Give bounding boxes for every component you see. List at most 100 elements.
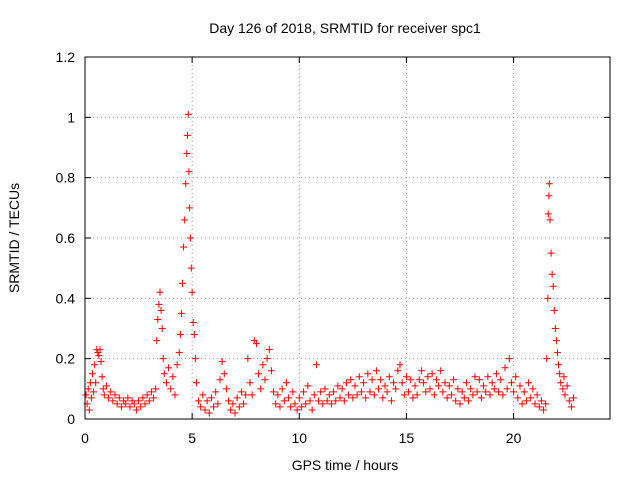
data-point [130, 400, 138, 408]
data-point [360, 379, 368, 387]
data-point [92, 379, 100, 387]
data-point [545, 192, 553, 200]
data-point [567, 403, 575, 411]
data-point [411, 382, 419, 390]
data-point [460, 394, 468, 402]
data-point [357, 388, 365, 396]
data-point [272, 400, 280, 408]
data-point [405, 388, 413, 396]
data-point [458, 388, 466, 396]
data-point [484, 373, 492, 381]
data-point [545, 180, 553, 188]
data-point [486, 391, 494, 399]
data-point [462, 379, 470, 387]
data-point [477, 394, 485, 402]
data-point [132, 406, 140, 414]
data-point [351, 382, 359, 390]
data-point [205, 409, 213, 417]
data-point [293, 406, 301, 414]
data-point [450, 376, 458, 384]
data-point [492, 370, 500, 378]
data-point [191, 355, 199, 363]
data-point [212, 388, 220, 396]
data-point [85, 406, 93, 414]
data-point [180, 243, 188, 251]
y-tick-label: 0.6 [56, 230, 76, 246]
data-point [370, 391, 378, 399]
data-point [540, 406, 548, 414]
data-point [557, 379, 565, 387]
data-point [417, 367, 425, 375]
data-point [375, 385, 383, 393]
data-point [377, 376, 385, 384]
data-point [497, 376, 505, 384]
data-point [160, 370, 168, 378]
data-point [310, 391, 318, 399]
data-point [157, 306, 165, 314]
data-point [422, 388, 430, 396]
data-point [304, 382, 312, 390]
data-point [111, 391, 119, 399]
data-point [109, 397, 117, 405]
data-point [201, 406, 209, 414]
y-tick-label: 1 [67, 109, 75, 125]
data-point [315, 397, 323, 405]
data-point [543, 355, 551, 363]
data-point [428, 370, 436, 378]
data-point [156, 288, 164, 296]
x-tick-label: 15 [399, 430, 415, 446]
data-point [482, 388, 490, 396]
axes: 0 0.2 0.4 0.6 0.8 1 1.2 0 5 10 15 20 [56, 49, 610, 446]
data-points [82, 110, 578, 417]
data-point [235, 403, 243, 411]
data-point [186, 204, 194, 212]
data-point [141, 400, 149, 408]
y-tick-label: 0.8 [56, 170, 76, 186]
data-point [473, 388, 481, 396]
data-point [169, 373, 177, 381]
data-point [227, 406, 235, 414]
data-point [117, 403, 125, 411]
data-point [257, 385, 265, 393]
data-point [274, 391, 282, 399]
data-point [214, 400, 222, 408]
data-point [203, 397, 211, 405]
data-point [379, 394, 387, 402]
data-point [173, 361, 181, 369]
data-point [181, 216, 189, 224]
data-point [98, 373, 106, 381]
data-point [424, 373, 432, 381]
data-point [255, 370, 263, 378]
data-point [471, 373, 479, 381]
data-point [387, 397, 395, 405]
data-point [115, 394, 123, 402]
data-point [342, 379, 350, 387]
data-point [347, 376, 355, 384]
data-point [267, 367, 275, 375]
data-point [126, 403, 134, 411]
data-point [552, 337, 560, 345]
data-point [554, 349, 561, 357]
data-point [400, 391, 408, 399]
data-point [167, 385, 175, 393]
data-point [187, 264, 195, 272]
data-point [430, 391, 438, 399]
data-point [165, 364, 173, 372]
data-point [90, 388, 98, 396]
data-point [195, 397, 203, 405]
data-point [317, 388, 325, 396]
data-point [447, 391, 455, 399]
data-point [495, 388, 503, 396]
data-point [244, 355, 252, 363]
data-point [216, 376, 224, 384]
data-point [432, 376, 440, 384]
data-point [289, 388, 297, 396]
data-point [555, 361, 563, 369]
data-point [551, 325, 559, 332]
data-point [153, 337, 161, 345]
data-point [225, 397, 233, 405]
plot-border [84, 56, 611, 420]
data-point [99, 385, 107, 393]
data-point [183, 131, 191, 139]
data-point [188, 288, 196, 296]
